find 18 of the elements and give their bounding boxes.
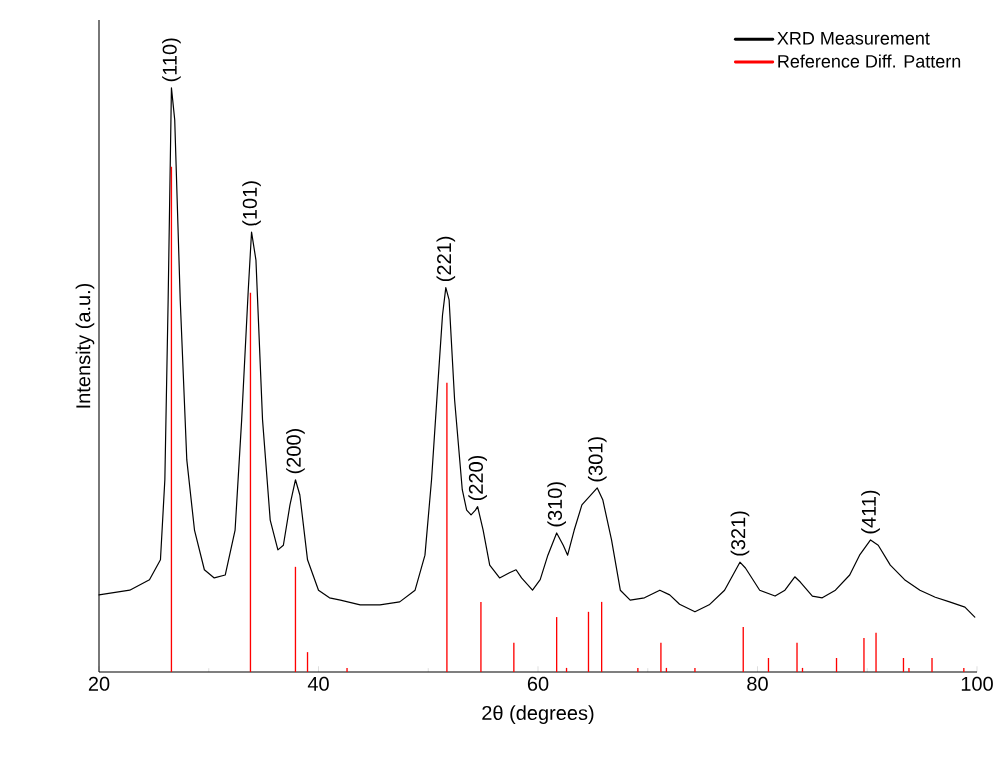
annotation: (321) — [730, 511, 750, 556]
annotation: (221) — [436, 236, 456, 282]
y-axis-title: Intensity (a.u.) — [75, 283, 95, 408]
x-tick-label: 60 — [527, 676, 549, 691]
annotation: (110) — [162, 38, 181, 82]
legend-label: XRD Measurement — [777, 32, 930, 45]
x-tick-label: 80 — [747, 676, 768, 691]
annotation: (220) — [468, 455, 487, 501]
legend-label: Reference Diff. Pattern — [778, 54, 961, 68]
annotation: (301) — [587, 437, 607, 482]
annotation: (200) — [286, 429, 305, 474]
annotation: (101) — [242, 181, 261, 226]
x-tick-label: 40 — [307, 676, 329, 691]
annotation: (411) — [861, 490, 880, 534]
x-axis-title: 2θ (degrees) — [482, 705, 594, 724]
annotation: (310) — [547, 482, 566, 527]
x-tick-label: 100 — [961, 676, 993, 691]
x-tick-label: 20 — [88, 676, 110, 691]
